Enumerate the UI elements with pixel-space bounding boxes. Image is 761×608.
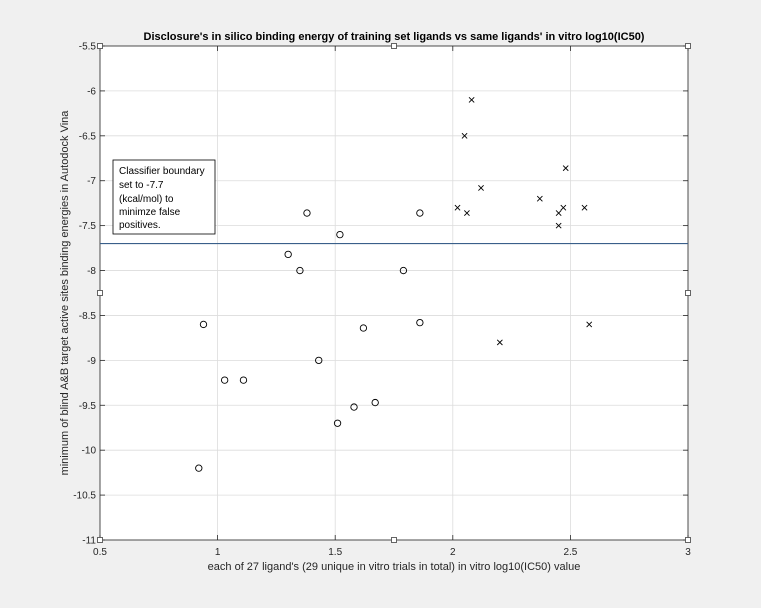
annotation-line: (kcal/mol) to	[119, 194, 174, 205]
cross-marker	[581, 204, 588, 211]
x-tick-label: 1.5	[328, 547, 342, 558]
selection-handle[interactable]	[391, 537, 397, 543]
circle-marker	[416, 318, 424, 327]
x-tick-label: 0.5	[93, 547, 107, 558]
selection-handle[interactable]	[685, 43, 691, 49]
x-tick-label: 3	[685, 547, 691, 558]
y-tick-label: -10.5	[73, 491, 96, 502]
x-tick-labels: 0.5 1 1.5 2 2.5 3	[93, 547, 691, 558]
y-tick-label: -10	[82, 446, 97, 457]
x-tick-label: 2.5	[563, 547, 577, 558]
circle-marker	[399, 266, 408, 275]
x-tick-label: 2	[450, 547, 456, 558]
circle-marker	[336, 230, 344, 239]
cross-marker	[562, 165, 569, 172]
selection-handle[interactable]	[97, 537, 103, 543]
y-tick-label: -6	[87, 86, 96, 97]
cross-marker	[496, 339, 503, 346]
circle-marker	[333, 419, 342, 427]
annotation-line: Classifier boundary	[119, 166, 205, 177]
y-tick-label: -7	[87, 176, 96, 187]
y-tick-labels: -5.5 -6 -6.5 -7 -7.5 -8 -8.5 -9 -9.5 -10 -10.5 -11	[73, 42, 96, 547]
cross-marker	[454, 204, 461, 211]
cross-marker	[463, 210, 470, 216]
y-axis-label: minimum of blind A&B target active sites…	[59, 110, 71, 476]
y-tick-label: -9.5	[79, 401, 97, 412]
cross-marker	[586, 321, 593, 328]
circle-marker	[350, 403, 358, 411]
y-tick-label: -11	[82, 536, 96, 547]
circle-marker	[296, 266, 304, 275]
y-tick-label: -9	[87, 356, 96, 367]
selection-handle[interactable]	[97, 290, 103, 296]
annotation-line: minimze false	[119, 207, 181, 218]
selection-handle[interactable]	[391, 43, 397, 49]
circle-marker	[284, 250, 292, 259]
y-tick-label: -6.5	[79, 131, 97, 142]
circle-marker	[315, 356, 323, 365]
cross-marker	[536, 195, 543, 202]
annotation-line: set to -7.7	[119, 180, 164, 191]
circle-marker	[359, 324, 368, 332]
cross-marker	[555, 222, 562, 229]
circle-marker	[221, 376, 229, 384]
y-tick-label: -5.5	[79, 42, 97, 53]
circle-marker	[303, 209, 311, 217]
annotation-line: positives.	[119, 220, 161, 231]
selection-handle[interactable]	[685, 290, 691, 296]
circle-marker	[239, 376, 248, 384]
data-markers	[195, 96, 593, 472]
selection-handles[interactable]	[97, 43, 691, 543]
cross-marker	[478, 184, 484, 191]
y-tick-label: -8	[87, 266, 96, 277]
annotation-box[interactable]: Classifier boundary set to -7.7 (kcal/mo…	[112, 159, 216, 235]
selection-handle[interactable]	[685, 537, 691, 543]
circle-marker	[371, 398, 379, 407]
plot-area	[100, 46, 688, 540]
chart-title: Disclosure's in silico binding energy of…	[144, 31, 645, 43]
cross-marker	[461, 132, 468, 139]
x-axis-label: each of 27 ligand's (29 unique in vitro …	[208, 561, 581, 573]
cross-marker	[468, 96, 475, 103]
cross-marker	[560, 204, 567, 211]
circle-marker	[416, 209, 424, 217]
circle-marker	[195, 464, 203, 472]
y-tick-label: -8.5	[79, 311, 97, 322]
selection-handle[interactable]	[97, 43, 103, 49]
cross-marker	[555, 210, 562, 216]
y-tick-label: -7.5	[79, 221, 97, 232]
circle-marker	[199, 320, 208, 329]
x-tick-label: 1	[215, 547, 221, 558]
